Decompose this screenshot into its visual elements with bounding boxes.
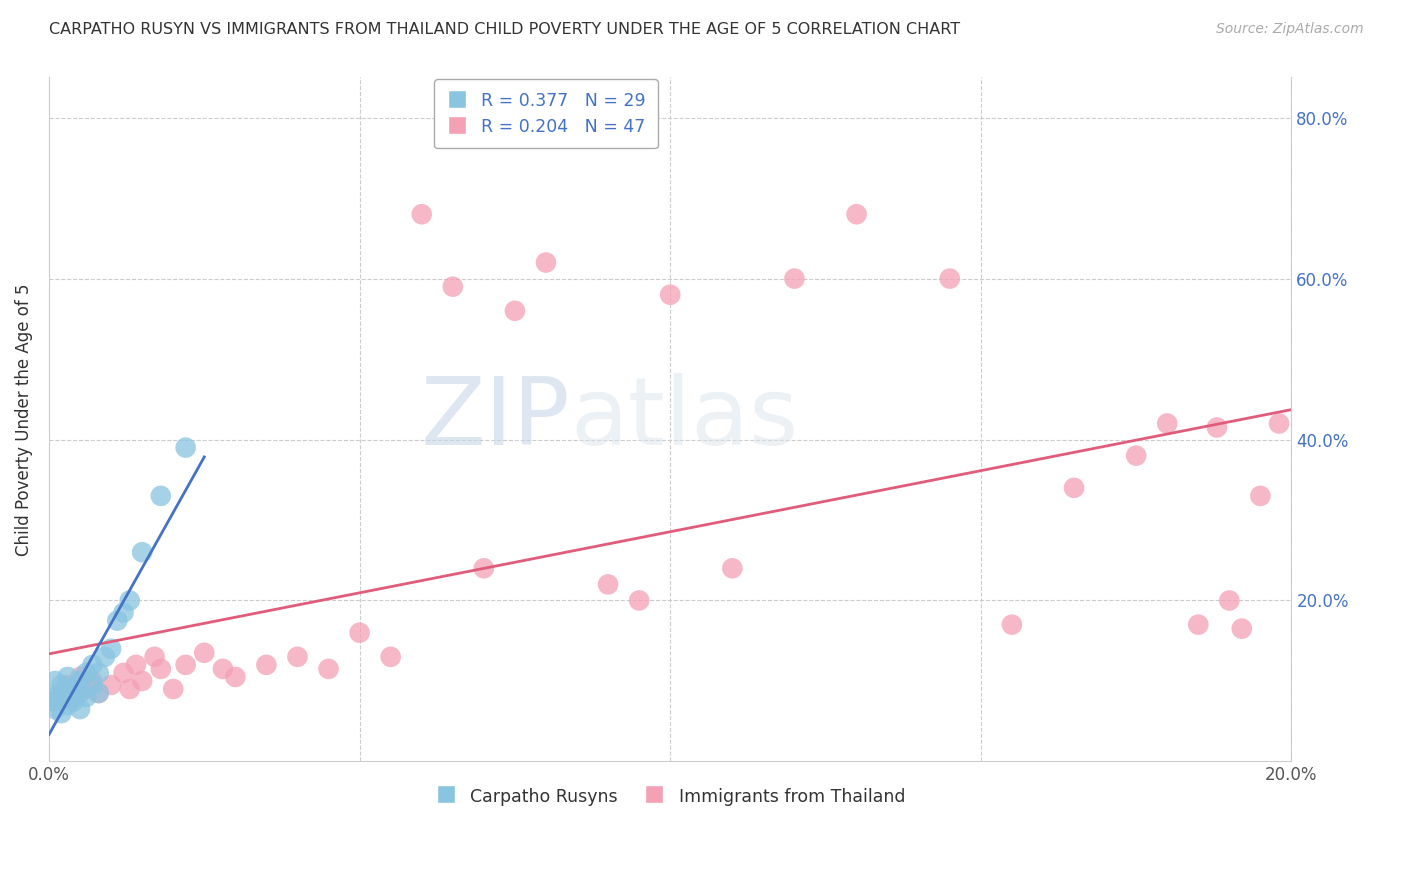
Point bbox=[149, 489, 172, 503]
Point bbox=[44, 690, 66, 704]
Point bbox=[51, 678, 73, 692]
Point bbox=[105, 614, 128, 628]
Point bbox=[44, 694, 66, 708]
Point bbox=[75, 690, 97, 704]
Point bbox=[56, 678, 79, 692]
Text: CARPATHO RUSYN VS IMMIGRANTS FROM THAILAND CHILD POVERTY UNDER THE AGE OF 5 CORR: CARPATHO RUSYN VS IMMIGRANTS FROM THAILA… bbox=[49, 22, 960, 37]
Point bbox=[659, 287, 682, 301]
Point bbox=[1063, 481, 1085, 495]
Point bbox=[94, 649, 117, 664]
Point bbox=[118, 593, 141, 607]
Point bbox=[318, 662, 340, 676]
Point bbox=[75, 681, 97, 696]
Point bbox=[1268, 417, 1291, 431]
Point bbox=[63, 694, 86, 708]
Point bbox=[69, 670, 91, 684]
Point bbox=[534, 255, 557, 269]
Point bbox=[82, 678, 104, 692]
Point bbox=[51, 690, 73, 704]
Point bbox=[44, 702, 66, 716]
Point bbox=[1249, 489, 1271, 503]
Point bbox=[472, 561, 495, 575]
Point bbox=[441, 279, 464, 293]
Point bbox=[51, 686, 73, 700]
Y-axis label: Child Poverty Under the Age of 5: Child Poverty Under the Age of 5 bbox=[15, 283, 32, 556]
Point bbox=[162, 681, 184, 696]
Point bbox=[131, 545, 153, 559]
Point bbox=[75, 665, 97, 680]
Point bbox=[87, 686, 110, 700]
Point bbox=[69, 686, 91, 700]
Point bbox=[174, 657, 197, 672]
Point bbox=[44, 673, 66, 688]
Point bbox=[56, 670, 79, 684]
Point bbox=[1187, 617, 1209, 632]
Point bbox=[1001, 617, 1024, 632]
Point bbox=[1230, 622, 1253, 636]
Text: Source: ZipAtlas.com: Source: ZipAtlas.com bbox=[1216, 22, 1364, 37]
Point bbox=[149, 662, 172, 676]
Point bbox=[1125, 449, 1147, 463]
Point bbox=[224, 670, 246, 684]
Point bbox=[82, 657, 104, 672]
Point bbox=[380, 649, 402, 664]
Legend: Carpatho Rusyns, Immigrants from Thailand: Carpatho Rusyns, Immigrants from Thailan… bbox=[427, 778, 914, 814]
Point bbox=[939, 271, 962, 285]
Point bbox=[63, 681, 86, 696]
Point bbox=[596, 577, 619, 591]
Point bbox=[125, 657, 148, 672]
Point bbox=[411, 207, 433, 221]
Point bbox=[112, 606, 135, 620]
Point bbox=[112, 665, 135, 680]
Point bbox=[87, 686, 110, 700]
Point bbox=[174, 441, 197, 455]
Point bbox=[56, 686, 79, 700]
Point bbox=[349, 625, 371, 640]
Point bbox=[193, 646, 215, 660]
Point bbox=[100, 641, 122, 656]
Point bbox=[100, 678, 122, 692]
Point bbox=[63, 690, 86, 704]
Point bbox=[82, 673, 104, 688]
Point bbox=[69, 673, 91, 688]
Point bbox=[1218, 593, 1240, 607]
Point bbox=[783, 271, 806, 285]
Point bbox=[56, 698, 79, 712]
Point bbox=[1206, 420, 1229, 434]
Point bbox=[51, 706, 73, 720]
Point bbox=[254, 657, 277, 672]
Point bbox=[212, 662, 235, 676]
Point bbox=[41, 694, 63, 708]
Point bbox=[628, 593, 651, 607]
Point bbox=[87, 665, 110, 680]
Point bbox=[131, 673, 153, 688]
Point bbox=[69, 702, 91, 716]
Point bbox=[287, 649, 309, 664]
Point bbox=[118, 681, 141, 696]
Point bbox=[845, 207, 868, 221]
Text: ZIP: ZIP bbox=[422, 374, 571, 466]
Point bbox=[143, 649, 166, 664]
Point bbox=[721, 561, 744, 575]
Point bbox=[503, 303, 526, 318]
Text: atlas: atlas bbox=[571, 374, 799, 466]
Point bbox=[1156, 417, 1178, 431]
